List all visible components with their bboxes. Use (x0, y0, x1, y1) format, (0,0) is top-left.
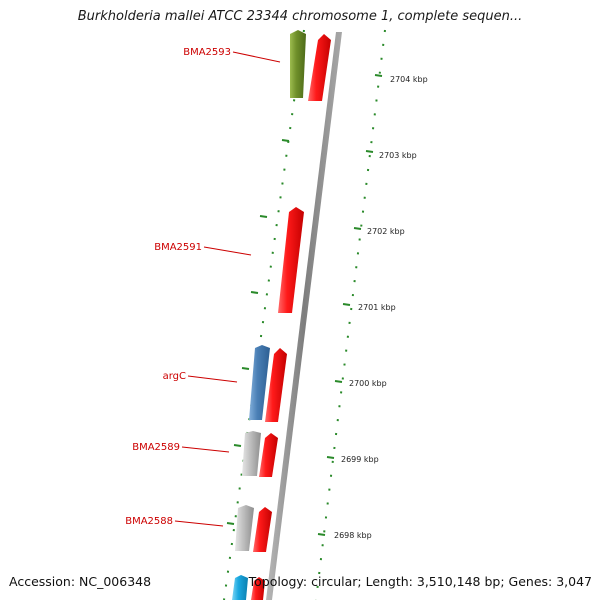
ruler-tick (326, 456, 335, 459)
ruler-tick (334, 380, 343, 383)
map-title: Burkholderia mallei ATCC 23344 chromosom… (77, 9, 523, 24)
gene-feature-cyan[interactable] (232, 575, 248, 600)
gene-arrow-red[interactable] (265, 348, 287, 422)
tick-label: 2703 kbp (379, 151, 417, 160)
accession-text: Accession: NC_006348 (9, 574, 152, 589)
gene-leader-line (181, 446, 230, 453)
gene-arrow-red[interactable] (278, 207, 304, 313)
gene-feature-gray[interactable] (242, 431, 261, 476)
tick-label: 2700 kbp (349, 379, 387, 388)
inner-tick (281, 139, 290, 142)
inner-tick (233, 444, 242, 447)
gene-label[interactable]: argC (163, 371, 186, 382)
gene-label[interactable]: BMA2589 (132, 442, 180, 453)
chromosome-backbone (266, 32, 342, 600)
gene-leader-line (203, 246, 252, 256)
ruler-tick (342, 303, 351, 306)
inner-major-ticks (226, 63, 299, 525)
gene-arrow-red[interactable] (253, 507, 272, 552)
ruler-major-ticks (317, 74, 383, 536)
gene-feature-gray[interactable] (235, 505, 254, 551)
gene-feature-green[interactable] (290, 30, 306, 98)
tick-label: 2704 kbp (390, 75, 428, 84)
gene-leader-line (187, 375, 238, 383)
inner-tick (226, 522, 235, 525)
gene-arrow-red[interactable] (251, 577, 265, 600)
gene-label[interactable]: BMA2593 (183, 47, 231, 58)
gene-arrow-red[interactable] (259, 433, 278, 477)
gene-leader-line (232, 51, 281, 63)
gene-label[interactable]: BMA2591 (154, 242, 202, 253)
inner-tick (241, 367, 250, 370)
gene-feature-blue[interactable] (249, 345, 270, 420)
inner-tick (259, 215, 268, 218)
ruler-tick (353, 227, 362, 230)
ruler-tick (374, 74, 383, 77)
gene-arrow-red[interactable] (308, 34, 331, 101)
sequence-summary: Topology: circular; Length: 3,510,148 bp… (248, 574, 592, 589)
ruler-tick (365, 150, 374, 153)
gene-label[interactable]: BMA2588 (125, 516, 173, 527)
inner-tick (250, 291, 259, 294)
tick-label: 2702 kbp (367, 227, 405, 236)
tick-label: 2701 kbp (358, 303, 396, 312)
tick-label: 2698 kbp (334, 531, 372, 540)
ruler-tick (317, 533, 326, 536)
gene-leader-line (174, 520, 224, 527)
tick-label: 2699 kbp (341, 455, 379, 464)
